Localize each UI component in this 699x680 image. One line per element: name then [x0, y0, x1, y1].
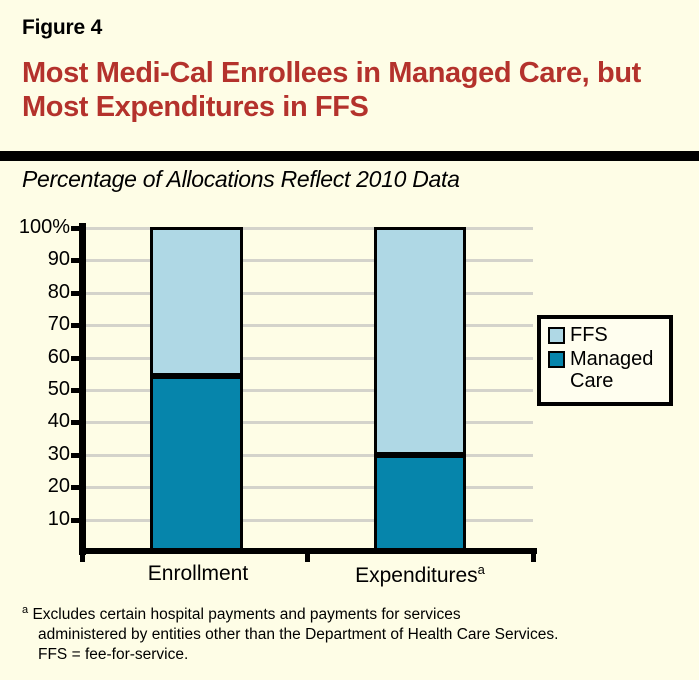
- gridline-20: [83, 486, 533, 489]
- legend-label-ffs: FFS: [570, 324, 608, 346]
- y-tick-label-10: 10: [47, 508, 70, 530]
- x-tick-right-edge: [531, 548, 536, 562]
- y-tick-10: [71, 518, 83, 523]
- gridline-90: [83, 259, 533, 262]
- y-tick-label-20: 20: [47, 475, 70, 497]
- gridline-10: [83, 519, 533, 522]
- figure-label: Figure 4: [22, 16, 103, 39]
- y-tick-label-50: 50: [47, 378, 70, 400]
- y-tick-label-60: 60: [47, 346, 70, 368]
- y-tick-80: [71, 291, 83, 296]
- y-tick-70: [71, 323, 83, 328]
- x-axis-label-expenditures-text: Expenditures: [355, 564, 478, 587]
- legend-label-managed-care: Managed Care: [570, 348, 654, 392]
- y-tick-90: [71, 258, 83, 263]
- footnote-line-2: administered by entities other than the …: [38, 626, 559, 644]
- chart-legend: FFS Managed Care: [537, 315, 673, 406]
- legend-item-ffs[interactable]: FFS: [548, 324, 663, 346]
- plot-area: [83, 227, 533, 551]
- gridline-30: [83, 454, 533, 457]
- y-tick-100: [71, 226, 83, 231]
- y-tick-label-100: 100%: [18, 216, 70, 238]
- y-tick-40: [71, 420, 83, 425]
- gridline-60: [83, 357, 533, 360]
- bar-expenditures-managed-care[interactable]: [374, 455, 466, 551]
- bar-enrollment-ffs[interactable]: [150, 227, 243, 376]
- header-divider-rule: [0, 151, 699, 161]
- footnote-block: a Excludes certain hospital payments and…: [22, 600, 682, 665]
- bar-expenditures-ffs[interactable]: [374, 227, 466, 455]
- y-tick-30: [71, 453, 83, 458]
- y-tick-label-70: 70: [47, 313, 70, 335]
- x-tick-divider: [305, 548, 310, 562]
- bar-enrollment-managed-care[interactable]: [150, 376, 243, 551]
- x-axis-label-expenditures: Expendituresa: [340, 562, 500, 588]
- y-tick-label-80: 80: [47, 281, 70, 303]
- legend-swatch-managed-care-icon: [548, 351, 565, 368]
- y-tick-50: [71, 388, 83, 393]
- gridline-50: [83, 389, 533, 392]
- figure-headline: Most Medi-Cal Enrollees in Managed Care,…: [22, 57, 641, 123]
- footnote-line-3: FFS = fee-for-service.: [38, 646, 189, 664]
- footnote-marker: a: [22, 604, 29, 616]
- y-tick-label-90: 90: [47, 248, 70, 270]
- gridline-70: [83, 324, 533, 327]
- legend-swatch-ffs-icon: [548, 327, 565, 344]
- x-axis-label-enrollment: Enrollment: [147, 562, 249, 585]
- legend-item-managed-care[interactable]: Managed Care: [548, 348, 663, 392]
- gridline-100: [83, 227, 533, 230]
- x-axis-label-footnote-marker: a: [477, 562, 485, 577]
- figure-subtitle: Percentage of Allocations Reflect 2010 D…: [22, 166, 460, 192]
- gridline-80: [83, 292, 533, 295]
- footnote-line-1-text: Excludes certain hospital payments and p…: [32, 606, 461, 624]
- y-tick-label-30: 30: [47, 443, 70, 465]
- y-tick-60: [71, 356, 83, 361]
- y-tick-20: [71, 485, 83, 490]
- x-tick-left-edge: [80, 548, 85, 562]
- y-tick-label-40: 40: [47, 410, 70, 432]
- gridline-40: [83, 421, 533, 424]
- footnote-line-1: a Excludes certain hospital payments and…: [22, 600, 682, 625]
